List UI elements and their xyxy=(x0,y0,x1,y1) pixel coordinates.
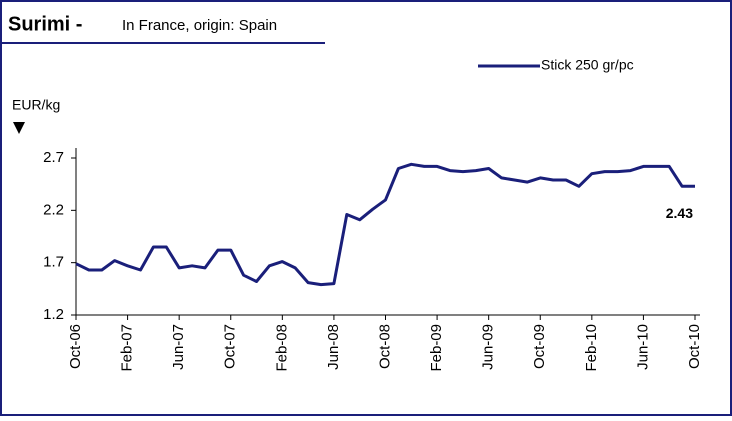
x-tick-label: Oct-08 xyxy=(376,324,393,369)
y-axis-arrow xyxy=(13,122,25,134)
x-tick-label: Oct-09 xyxy=(531,324,548,369)
x-tick-label: Jun-08 xyxy=(325,324,342,370)
x-tick-label: Feb-07 xyxy=(119,324,136,372)
x-tick-label: Oct-06 xyxy=(67,324,84,369)
y-tick-label: 1.7 xyxy=(43,254,64,271)
x-tick-label: Jun-10 xyxy=(634,324,651,370)
y-axis-label: EUR/kg xyxy=(12,97,60,113)
legend-label: Stick 250 gr/pc xyxy=(541,57,634,73)
y-tick-label: 2.2 xyxy=(43,201,64,218)
x-tick-label: Feb-09 xyxy=(428,324,445,372)
x-tick-label: Jun-09 xyxy=(480,324,497,370)
y-tick-label: 1.2 xyxy=(43,306,64,323)
line-series xyxy=(75,162,695,287)
x-tick-label: Oct-07 xyxy=(222,324,239,369)
chart-title: Surimi - xyxy=(8,13,82,35)
x-tick-label: Oct-10 xyxy=(686,324,703,369)
x-tick-label: Feb-10 xyxy=(583,324,600,372)
x-tick-label: Feb-08 xyxy=(273,324,290,372)
data-label: 2.43 xyxy=(666,205,693,221)
x-tick-label: Jun-07 xyxy=(170,324,187,370)
y-tick-label: 2.7 xyxy=(43,149,64,166)
chart-subtitle: In France, origin: Spain xyxy=(122,17,277,34)
